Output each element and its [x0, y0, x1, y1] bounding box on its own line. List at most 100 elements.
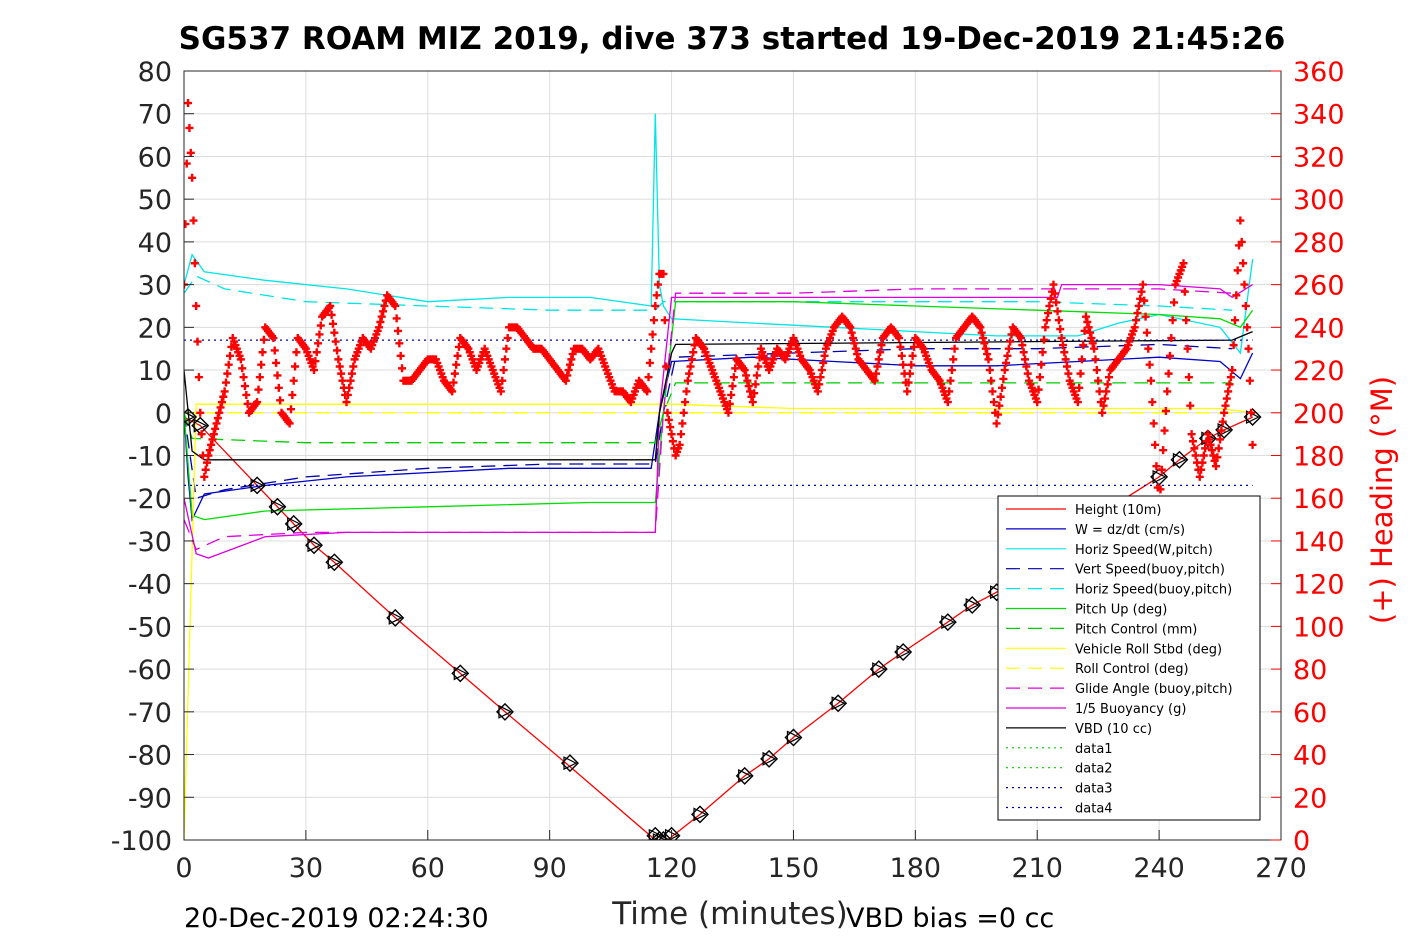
heading-point — [643, 387, 652, 396]
depth-marker — [325, 553, 344, 572]
legend-label: data3 — [1075, 782, 1113, 797]
depth-marker — [268, 497, 287, 516]
heading-point — [1019, 348, 1028, 357]
heading-point — [345, 383, 354, 392]
heading-point — [227, 342, 236, 351]
series-line-3 — [184, 343, 1233, 500]
heading-point — [1007, 330, 1016, 339]
heading-point — [1073, 398, 1082, 407]
heading-point — [1041, 323, 1050, 332]
heading-point — [987, 376, 996, 385]
heading-point — [1247, 408, 1256, 417]
heading-point — [1180, 287, 1189, 296]
x-axis: 0 30 60 90 120 150 180 210 240 270 — [175, 830, 1307, 884]
y-tick-label: 20 — [138, 313, 172, 344]
heading-point — [1056, 325, 1065, 334]
heading-point — [644, 373, 653, 382]
heading-point — [678, 419, 687, 428]
heading-point — [645, 358, 654, 367]
heading-point — [450, 369, 459, 378]
heading-point — [996, 392, 1005, 401]
heading-point — [1098, 408, 1107, 417]
heading-point — [454, 342, 463, 351]
depth-marker-triangle — [287, 516, 302, 531]
y-tick-label: -70 — [128, 698, 172, 729]
x-tick-label: 150 — [768, 853, 820, 884]
legend-label: Glide Angle (buoy,pitch) — [1075, 682, 1233, 697]
heading-point — [1142, 328, 1151, 337]
heading-point — [204, 451, 213, 460]
depth-marker-triangle — [648, 828, 663, 840]
heading-point — [1092, 366, 1101, 375]
heading-point — [311, 357, 320, 366]
depth-marker — [662, 826, 681, 840]
depth-marker — [495, 702, 514, 721]
right-y-tick-label: 320 — [1293, 142, 1345, 173]
depth-marker — [829, 694, 848, 713]
heading-point — [1237, 237, 1246, 246]
heading-point — [1163, 387, 1172, 396]
right-y-tick-label: 280 — [1293, 228, 1345, 259]
heading-point — [981, 344, 990, 353]
heading-point — [1102, 387, 1111, 396]
legend-label: Height (10m) — [1075, 503, 1161, 518]
legend-label: VBD (10 cc) — [1075, 722, 1152, 737]
heading-point — [648, 330, 657, 339]
heading-point — [1191, 451, 1200, 460]
heading-point — [675, 440, 684, 449]
heading-point — [1136, 294, 1145, 303]
heading-point — [334, 355, 343, 364]
heading-point — [683, 376, 692, 385]
heading-point — [1079, 341, 1088, 350]
heading-point — [1167, 334, 1176, 343]
heading-point — [1222, 394, 1231, 403]
depth-marker-triangle — [307, 538, 322, 553]
heading-point — [326, 301, 335, 310]
heading-point — [1006, 337, 1015, 346]
depth-marker — [735, 766, 754, 785]
heading-markers — [184, 99, 1257, 513]
heading-point — [347, 369, 356, 378]
heading-point — [1058, 341, 1067, 350]
heading-point — [1211, 462, 1220, 471]
heading-point — [193, 337, 202, 346]
heading-point — [1076, 369, 1085, 378]
heading-point — [314, 339, 323, 348]
depth-marker-triangle — [989, 585, 1004, 600]
heading-point — [1221, 401, 1230, 410]
depth-marker-triangle — [184, 411, 196, 423]
legend-label: 1/5 Buoyancy (g) — [1075, 702, 1186, 717]
heading-point — [909, 342, 918, 351]
heading-point — [209, 430, 218, 439]
heading-point — [342, 398, 351, 407]
depth-marker — [305, 536, 324, 555]
heading-point — [1081, 312, 1090, 321]
heading-point — [947, 366, 956, 375]
heading-point — [333, 346, 342, 355]
depth-marker-triangle — [896, 645, 911, 659]
heading-point — [448, 387, 457, 396]
heading-point — [1240, 280, 1249, 289]
x-tick-label: 270 — [1255, 853, 1307, 884]
heading-point — [1087, 334, 1096, 343]
legend-label: Pitch Control (mm) — [1075, 622, 1197, 637]
depth-marker-triangle — [656, 833, 671, 840]
heading-point — [820, 351, 829, 360]
depth-marker — [938, 613, 957, 632]
heading-point — [1140, 296, 1149, 305]
series-line-6 — [184, 382, 1233, 444]
y-tick-label: -90 — [128, 783, 172, 814]
depth-marker-triangle — [831, 696, 846, 711]
heading-point — [567, 355, 576, 364]
depth-marker — [1170, 450, 1189, 469]
heading-point — [1239, 259, 1248, 268]
heading-point — [1003, 351, 1012, 360]
heading-point — [315, 330, 324, 339]
heading-point — [1213, 453, 1222, 462]
right-y-axis-label: (+) Heading (°M) — [1365, 376, 1399, 624]
heading-point — [257, 360, 266, 369]
heading-point — [870, 376, 879, 385]
heading-point — [877, 341, 886, 350]
heading-point — [396, 351, 405, 360]
heading-point — [851, 344, 860, 353]
